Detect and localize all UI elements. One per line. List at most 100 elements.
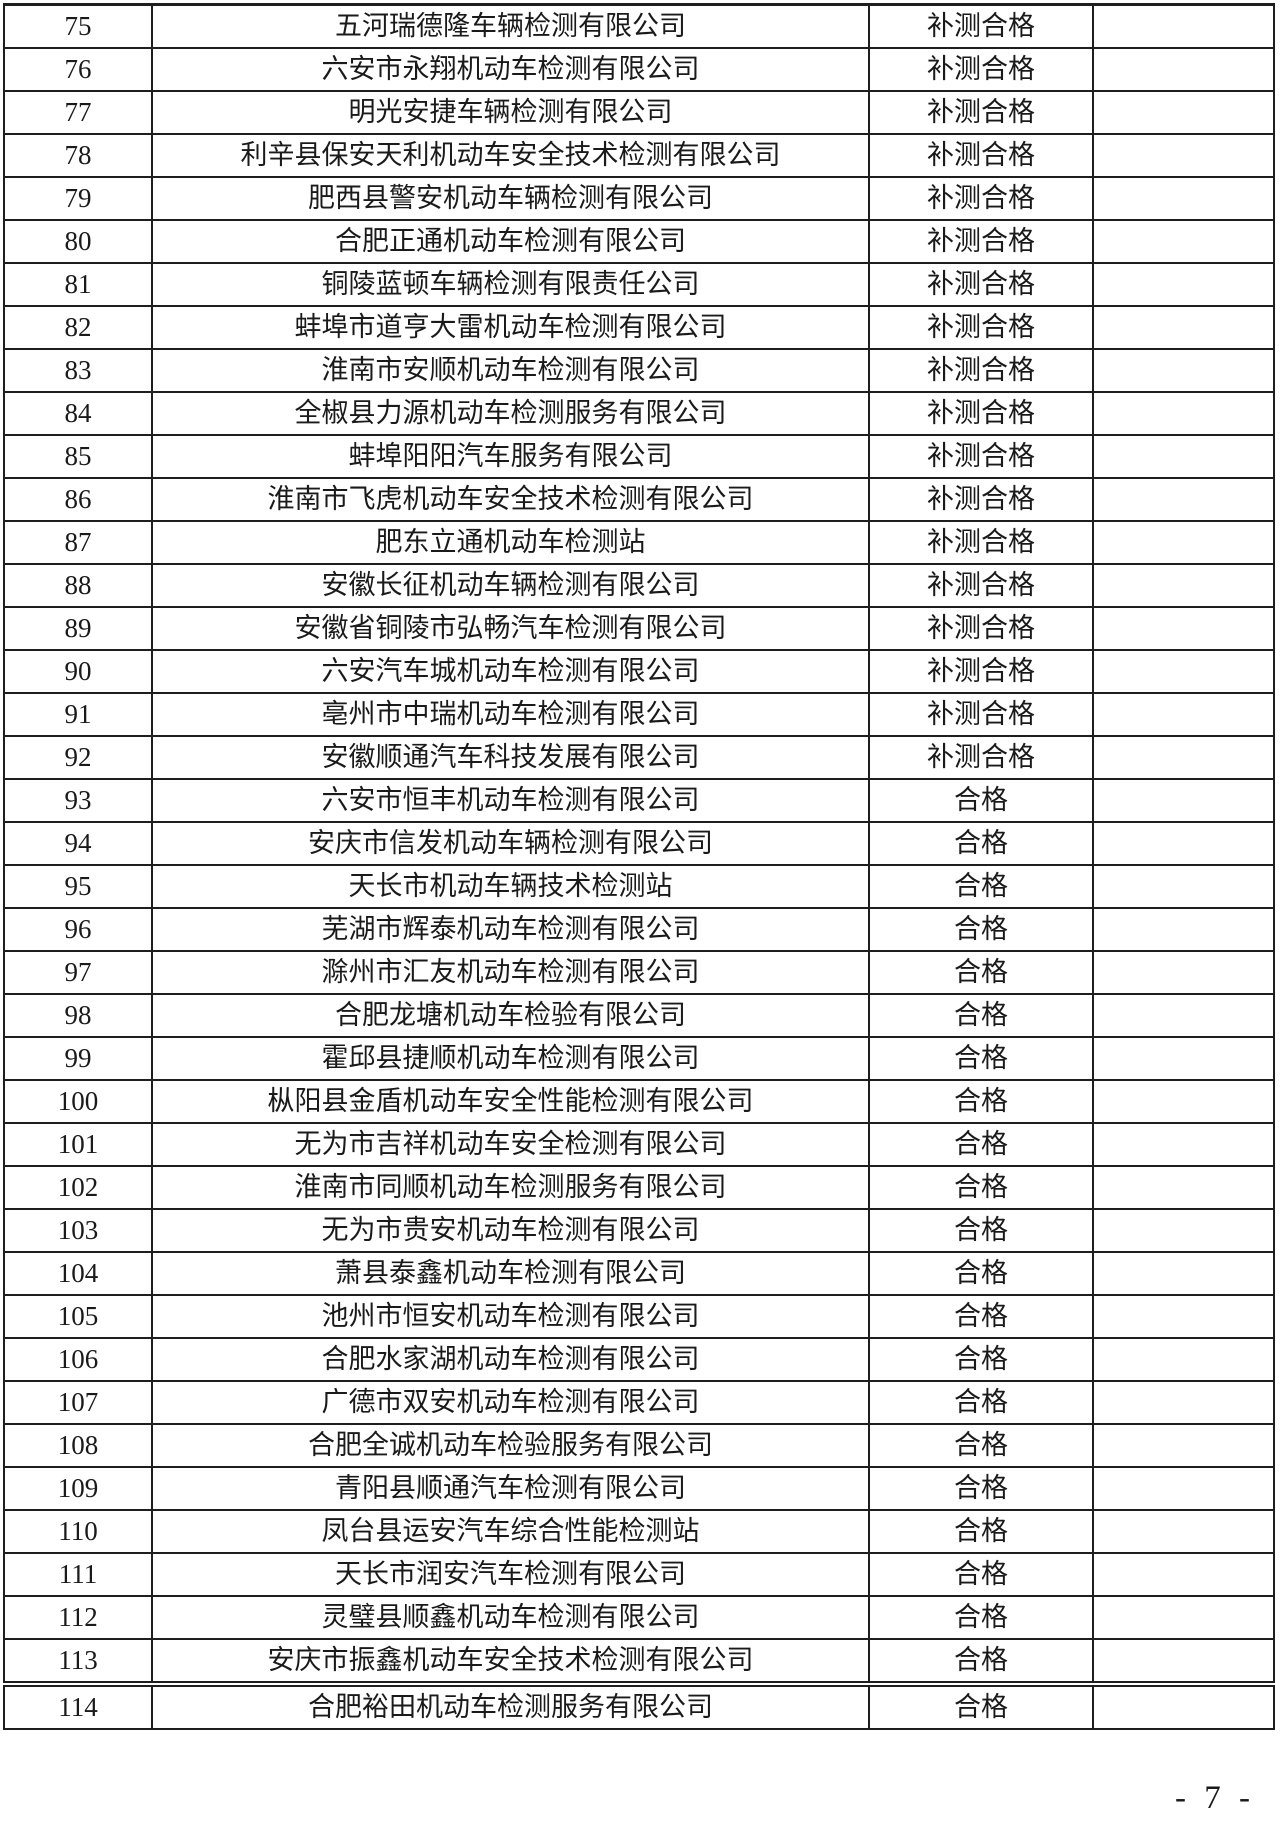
table-row: 87 肥东立通机动车检测站 补测合格 — [3, 520, 1275, 565]
table-row: 75 五河瑞德隆车辆检测有限公司 补测合格 — [3, 3, 1275, 49]
result-cell: 合格 — [868, 821, 1094, 866]
table-row: 80 合肥正通机动车检测有限公司 补测合格 — [3, 219, 1275, 264]
remark-cell — [1092, 1079, 1275, 1124]
result-cell: 补测合格 — [868, 477, 1094, 522]
row-index-cell: 89 — [3, 606, 153, 651]
row-index-cell: 77 — [3, 90, 153, 135]
row-index-cell: 113 — [3, 1638, 153, 1685]
table-row: 82 蚌埠市道亨大雷机动车检测有限公司 补测合格 — [3, 305, 1275, 350]
result-cell: 补测合格 — [868, 735, 1094, 780]
row-index-cell: 97 — [3, 950, 153, 995]
table-row: 112 灵璧县顺鑫机动车检测有限公司 合格 — [3, 1595, 1275, 1640]
result-cell: 补测合格 — [868, 563, 1094, 608]
remark-cell — [1092, 1165, 1275, 1210]
result-cell: 合格 — [868, 1380, 1094, 1425]
row-index-cell: 104 — [3, 1251, 153, 1296]
row-index-cell: 75 — [3, 3, 153, 49]
result-cell: 合格 — [868, 950, 1094, 995]
result-cell: 合格 — [868, 1208, 1094, 1253]
result-cell: 补测合格 — [868, 520, 1094, 565]
company-name-cell: 安庆市振鑫机动车安全技术检测有限公司 — [151, 1638, 870, 1685]
table-row: 98 合肥龙塘机动车检验有限公司 合格 — [3, 993, 1275, 1038]
table-row: 111 天长市润安汽车检测有限公司 合格 — [3, 1552, 1275, 1597]
company-name-cell: 合肥裕田机动车检测服务有限公司 — [151, 1681, 870, 1730]
company-name-cell: 安徽顺通汽车科技发展有限公司 — [151, 735, 870, 780]
company-name-cell: 滁州市汇友机动车检测有限公司 — [151, 950, 870, 995]
remark-cell — [1092, 1638, 1275, 1685]
company-name-cell: 利辛县保安天利机动车安全技术检测有限公司 — [151, 133, 870, 178]
table-row: 100 枞阳县金盾机动车安全性能检测有限公司 合格 — [3, 1079, 1275, 1124]
company-name-cell: 萧县泰鑫机动车检测有限公司 — [151, 1251, 870, 1296]
table-row: 92 安徽顺通汽车科技发展有限公司 补测合格 — [3, 735, 1275, 780]
remark-cell — [1092, 262, 1275, 307]
company-name-cell: 合肥全诚机动车检验服务有限公司 — [151, 1423, 870, 1468]
table-row: 109 青阳县顺通汽车检测有限公司 合格 — [3, 1466, 1275, 1511]
row-index-cell: 91 — [3, 692, 153, 737]
row-index-cell: 108 — [3, 1423, 153, 1468]
row-index-cell: 105 — [3, 1294, 153, 1339]
company-name-cell: 青阳县顺通汽车检测有限公司 — [151, 1466, 870, 1511]
page-number: - 7 - — [1175, 1780, 1255, 1816]
remark-cell — [1092, 1036, 1275, 1081]
row-index-cell: 79 — [3, 176, 153, 221]
result-cell: 合格 — [868, 1595, 1094, 1640]
table-row: 99 霍邱县捷顺机动车检测有限公司 合格 — [3, 1036, 1275, 1081]
result-cell: 合格 — [868, 864, 1094, 909]
company-name-cell: 淮南市飞虎机动车安全技术检测有限公司 — [151, 477, 870, 522]
table-row: 96 芜湖市辉泰机动车检测有限公司 合格 — [3, 907, 1275, 952]
company-name-cell: 安庆市信发机动车辆检测有限公司 — [151, 821, 870, 866]
result-cell: 合格 — [868, 907, 1094, 952]
remark-cell — [1092, 477, 1275, 522]
row-index-cell: 85 — [3, 434, 153, 479]
table-body: 75 五河瑞德隆车辆检测有限公司 补测合格 76 六安市永翔机动车检测有限公司 补测合格 7… — [3, 3, 1275, 1730]
table-row: 81 铜陵蓝顿车辆检测有限责任公司 补测合格 — [3, 262, 1275, 307]
company-name-cell: 肥西县警安机动车辆检测有限公司 — [151, 176, 870, 221]
remark-cell — [1092, 1337, 1275, 1382]
row-index-cell: 86 — [3, 477, 153, 522]
remark-cell — [1092, 993, 1275, 1038]
remark-cell — [1092, 176, 1275, 221]
table-row: 95 天长市机动车辆技术检测站 合格 — [3, 864, 1275, 909]
remark-cell — [1092, 1552, 1275, 1597]
company-name-cell: 五河瑞德隆车辆检测有限公司 — [151, 3, 870, 49]
remark-cell — [1092, 90, 1275, 135]
remark-cell — [1092, 606, 1275, 651]
row-index-cell: 100 — [3, 1079, 153, 1124]
company-name-cell: 明光安捷车辆检测有限公司 — [151, 90, 870, 135]
company-name-cell: 安徽长征机动车辆检测有限公司 — [151, 563, 870, 608]
table-row: 101 无为市吉祥机动车安全检测有限公司 合格 — [3, 1122, 1275, 1167]
table-row: 77 明光安捷车辆检测有限公司 补测合格 — [3, 90, 1275, 135]
result-cell: 合格 — [868, 1079, 1094, 1124]
remark-cell — [1092, 1380, 1275, 1425]
remark-cell — [1092, 348, 1275, 393]
remark-cell — [1092, 391, 1275, 436]
result-cell: 补测合格 — [868, 47, 1094, 92]
company-name-cell: 天长市润安汽车检测有限公司 — [151, 1552, 870, 1597]
table-row: 89 安徽省铜陵市弘畅汽车检测有限公司 补测合格 — [3, 606, 1275, 651]
row-index-cell: 99 — [3, 1036, 153, 1081]
company-name-cell: 芜湖市辉泰机动车检测有限公司 — [151, 907, 870, 952]
row-index-cell: 96 — [3, 907, 153, 952]
remark-cell — [1092, 692, 1275, 737]
company-name-cell: 无为市贵安机动车检测有限公司 — [151, 1208, 870, 1253]
company-name-cell: 淮南市安顺机动车检测有限公司 — [151, 348, 870, 393]
result-cell: 合格 — [868, 1337, 1094, 1382]
remark-cell — [1092, 1681, 1275, 1730]
result-cell: 合格 — [868, 1638, 1094, 1685]
table-row: 103 无为市贵安机动车检测有限公司 合格 — [3, 1208, 1275, 1253]
remark-cell — [1092, 219, 1275, 264]
row-index-cell: 111 — [3, 1552, 153, 1597]
result-cell: 合格 — [868, 1509, 1094, 1554]
remark-cell — [1092, 1251, 1275, 1296]
table-row: 106 合肥水家湖机动车检测有限公司 合格 — [3, 1337, 1275, 1382]
company-name-cell: 合肥龙塘机动车检验有限公司 — [151, 993, 870, 1038]
company-name-cell: 亳州市中瑞机动车检测有限公司 — [151, 692, 870, 737]
company-name-cell: 霍邱县捷顺机动车检测有限公司 — [151, 1036, 870, 1081]
company-name-cell: 六安市恒丰机动车检测有限公司 — [151, 778, 870, 823]
company-name-cell: 天长市机动车辆技术检测站 — [151, 864, 870, 909]
result-cell: 合格 — [868, 778, 1094, 823]
row-index-cell: 76 — [3, 47, 153, 92]
table-row: 110 凤台县运安汽车综合性能检测站 合格 — [3, 1509, 1275, 1554]
company-name-cell: 池州市恒安机动车检测有限公司 — [151, 1294, 870, 1339]
result-cell: 补测合格 — [868, 133, 1094, 178]
